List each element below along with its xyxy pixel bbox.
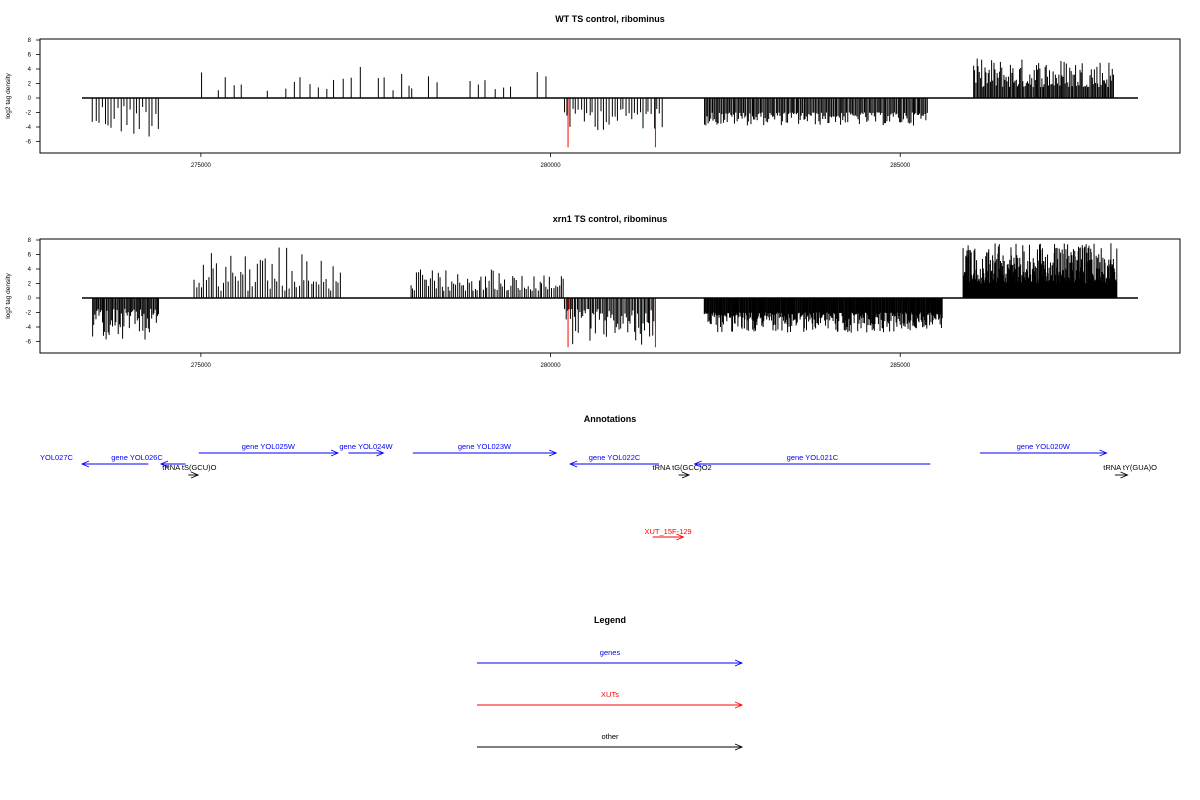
- y-tick-label: -2: [26, 111, 32, 117]
- x-tick-label: 275000: [191, 363, 212, 369]
- arrow-head: [159, 460, 169, 468]
- legend-label: genes: [600, 648, 621, 657]
- x-tick-label: 285000: [890, 163, 911, 169]
- legend-item: other: [477, 732, 744, 751]
- y-tick-label: 4: [28, 67, 32, 73]
- annotation-feature: XUT_15F-129: [644, 527, 692, 541]
- y-tick-label: 0: [28, 96, 32, 102]
- arrow-head: [1099, 449, 1108, 457]
- y-tick-label: 8: [28, 238, 32, 244]
- feature-label: gene YOL025W: [242, 442, 296, 451]
- panel-title: WT TS control, ribominus: [555, 14, 665, 24]
- annotation-feature: YOL027C: [40, 453, 149, 468]
- x-tick-label: 275000: [191, 163, 212, 169]
- x-tick-label: 280000: [541, 363, 562, 369]
- feature-label: tRNA tG(GCC)O2: [653, 463, 712, 472]
- y-tick-label: -4: [26, 125, 32, 131]
- legend-title: Legend: [594, 615, 626, 625]
- legend-item: genes: [477, 648, 744, 667]
- arrow-head: [330, 449, 340, 457]
- annotations-title: Annotations: [584, 414, 637, 424]
- plot-frame: [39, 38, 1181, 154]
- y-tick-label: -6: [26, 340, 32, 346]
- legend: Legend genes XUTs other: [477, 615, 744, 751]
- arrow-head: [80, 460, 90, 468]
- feature-label: tRNA tS(GCU)O: [162, 463, 216, 472]
- arrow-head: [693, 460, 702, 468]
- y-tick-label: 2: [28, 82, 32, 88]
- annotation-feature: tRNA tS(GCU)O: [162, 463, 217, 479]
- y-tick-label: -6: [26, 140, 32, 146]
- annotation-feature: gene YOL026C: [111, 453, 186, 468]
- annotation-feature: gene YOL023W: [412, 442, 558, 457]
- y-tick-label: 6: [28, 253, 32, 259]
- feature-label: gene YOL021C: [787, 453, 839, 462]
- panel-title: xrn1 TS control, ribominus: [553, 214, 668, 224]
- y-axis: 8 6 4 2 0 -2 -4 -6: [26, 238, 40, 346]
- annotation-feature: gene YOL024W: [339, 442, 393, 457]
- feature-label: tRNA tY(GUA)O: [1103, 463, 1157, 472]
- annotation-feature: gene YOL025W: [198, 442, 340, 457]
- feature-label: gene YOL022C: [589, 453, 641, 462]
- arrow-head: [676, 533, 685, 541]
- arrow-head: [376, 449, 385, 457]
- y-tick-label: 0: [28, 296, 32, 302]
- plot-frame: [39, 238, 1181, 354]
- arrow-head: [190, 471, 200, 479]
- y-axis: 8 6 4 2 0 -2 -4 -6: [26, 38, 40, 146]
- feature-label: gene YOL023W: [458, 442, 512, 451]
- feature-label: YOL027C: [40, 453, 74, 462]
- feature-label: gene YOL020W: [1017, 442, 1071, 451]
- arrow-head: [734, 701, 744, 709]
- x-tick-label: 285000: [890, 363, 911, 369]
- feature-label: gene YOL024W: [339, 442, 393, 451]
- arrow-head: [734, 659, 744, 667]
- annotation-feature: gene YOL022C: [568, 453, 659, 468]
- y-tick-label: 8: [28, 38, 32, 44]
- annotation-feature: gene YOL020W: [979, 442, 1108, 457]
- y-tick-label: 6: [28, 53, 32, 59]
- annotation-feature: tRNA tG(GCC)O2: [653, 463, 712, 479]
- x-axis: 275000 280000 285000: [191, 153, 911, 169]
- highlight-series: [567, 98, 656, 148]
- legend-label: other: [601, 732, 619, 741]
- arrow-head: [681, 471, 691, 479]
- legend-label: XUTs: [601, 690, 619, 699]
- panel-wt: WT TS control, ribominus log2 tag densit…: [5, 14, 1181, 169]
- y-axis-label: log2 tag density: [5, 272, 12, 318]
- bar-series: [92, 243, 1118, 345]
- highlight-series: [567, 298, 656, 348]
- y-axis-label: log2 tag density: [5, 72, 12, 118]
- x-tick-label: 280000: [541, 163, 562, 169]
- arrow-head: [1120, 471, 1129, 479]
- y-tick-label: 4: [28, 267, 32, 273]
- arrow-head: [568, 460, 578, 468]
- feature-label: gene YOL026C: [111, 453, 163, 462]
- y-tick-label: -2: [26, 311, 32, 317]
- y-tick-label: 2: [28, 282, 32, 288]
- y-tick-label: -4: [26, 325, 32, 331]
- annotation-feature: tRNA tY(GUA)O: [1103, 463, 1157, 479]
- bar-series: [91, 58, 1114, 137]
- panel-xrn1: xrn1 TS control, ribominus log2 tag dens…: [5, 214, 1181, 369]
- arrow-head: [734, 743, 744, 751]
- legend-item: XUTs: [477, 690, 744, 709]
- x-axis: 275000 280000 285000: [191, 353, 911, 369]
- arrow-head: [548, 449, 558, 457]
- feature-label: XUT_15F-129: [644, 527, 691, 536]
- legend-items: genes XUTs other: [477, 648, 744, 751]
- annotation-feature: gene YOL021C: [693, 453, 931, 468]
